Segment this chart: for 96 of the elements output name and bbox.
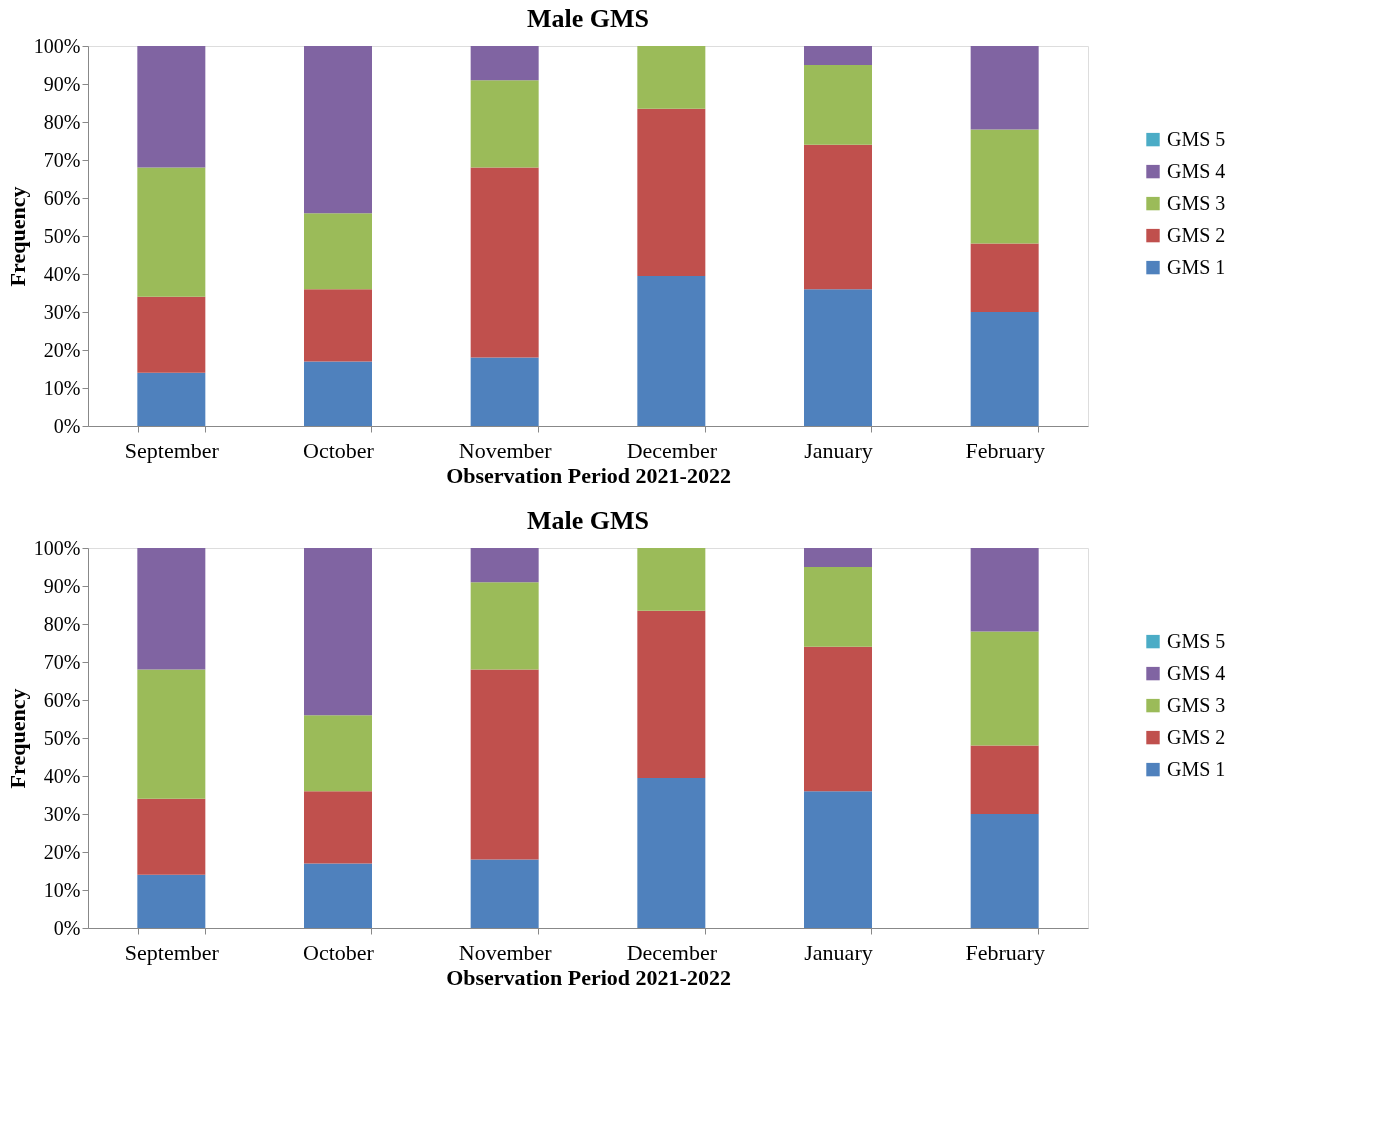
y-tick-label: 20% (43, 338, 81, 361)
bar (804, 65, 872, 145)
y-tick-label: 50% (43, 224, 81, 247)
x-tick-label: February (965, 939, 1045, 965)
bar (304, 46, 372, 214)
bar (304, 213, 372, 290)
y-tick-label: 20% (43, 840, 81, 863)
bar (970, 243, 1039, 312)
bar (970, 814, 1039, 928)
y-tick-label: 100% (33, 34, 81, 57)
bar (137, 798, 206, 875)
bar (970, 745, 1039, 814)
y-axis-title: Frequency (4, 688, 30, 789)
bar (637, 46, 706, 109)
bar (470, 357, 539, 426)
bar (804, 791, 872, 928)
y-tick-label: 70% (43, 650, 81, 673)
x-tick-label: October (303, 939, 375, 965)
bar (137, 46, 206, 168)
x-tick-label: September (124, 437, 220, 463)
legend-label: GMS 3 (1167, 693, 1226, 716)
legend-label: GMS 3 (1167, 191, 1226, 214)
bar (804, 144, 872, 290)
bar (804, 289, 872, 426)
bar (470, 80, 539, 168)
legend-label: GMS 2 (1167, 223, 1226, 246)
bar (137, 167, 206, 297)
chart-title: Male GMS (526, 506, 650, 535)
legend-label: GMS 1 (1167, 255, 1226, 278)
x-axis-title: Observation Period 2021-2022 (446, 462, 731, 488)
chart-title: Male GMS (526, 4, 650, 33)
x-tick-label: December (626, 939, 718, 965)
y-tick-label: 40% (43, 764, 81, 787)
legend-label: GMS 2 (1167, 725, 1226, 748)
x-tick-label: January (804, 437, 873, 463)
bar (970, 631, 1039, 746)
bar (637, 610, 706, 778)
x-axis-title: Observation Period 2021-2022 (446, 964, 731, 990)
bar (137, 372, 206, 426)
x-tick-label: February (965, 437, 1045, 463)
y-tick-label: 80% (43, 110, 81, 133)
bar (304, 361, 372, 426)
y-tick-label: 30% (43, 300, 81, 323)
y-tick-label: 90% (43, 574, 81, 597)
bar (970, 548, 1039, 632)
bar (137, 296, 206, 373)
x-tick-label: September (124, 939, 220, 965)
bar (304, 715, 372, 792)
y-tick-label: 90% (43, 72, 81, 95)
bar (304, 791, 372, 864)
legend-label: GMS 4 (1167, 159, 1226, 182)
bar (137, 548, 206, 670)
bar (970, 312, 1039, 426)
y-tick-label: 100% (33, 536, 81, 559)
bar (970, 129, 1039, 244)
bar (304, 548, 372, 716)
bar (470, 167, 539, 358)
y-tick-label: 0% (53, 916, 81, 939)
bar (304, 289, 372, 362)
bar (804, 46, 872, 65)
bar (304, 863, 372, 928)
bar (137, 669, 206, 799)
y-tick-label: 50% (43, 726, 81, 749)
y-tick-label: 40% (43, 262, 81, 285)
legend-label: GMS 1 (1167, 757, 1226, 780)
bar (637, 777, 706, 928)
bar (470, 582, 539, 670)
y-tick-label: 10% (43, 376, 81, 399)
y-tick-label: 60% (43, 186, 81, 209)
bar (637, 108, 706, 276)
y-tick-label: 70% (43, 148, 81, 171)
legend-label: GMS 5 (1167, 127, 1226, 150)
y-tick-label: 10% (43, 878, 81, 901)
bar (970, 46, 1039, 130)
legend-label: GMS 4 (1167, 661, 1226, 684)
x-tick-label: November (458, 939, 553, 965)
x-tick-label: October (303, 437, 375, 463)
y-axis-title: Frequency (4, 186, 30, 287)
bar (804, 567, 872, 647)
bar (804, 548, 872, 567)
x-tick-label: December (626, 437, 718, 463)
bar (470, 669, 539, 860)
bar (637, 275, 706, 426)
bar (804, 646, 872, 792)
bar (470, 859, 539, 928)
y-tick-label: 30% (43, 802, 81, 825)
y-tick-label: 0% (53, 414, 81, 437)
bar (470, 46, 539, 81)
x-tick-label: November (458, 437, 553, 463)
bar (637, 548, 706, 611)
legend-label: GMS 5 (1167, 629, 1226, 652)
y-tick-label: 60% (43, 688, 81, 711)
bar (137, 874, 206, 928)
x-tick-label: January (804, 939, 873, 965)
bar (470, 548, 539, 583)
y-tick-label: 80% (43, 612, 81, 635)
